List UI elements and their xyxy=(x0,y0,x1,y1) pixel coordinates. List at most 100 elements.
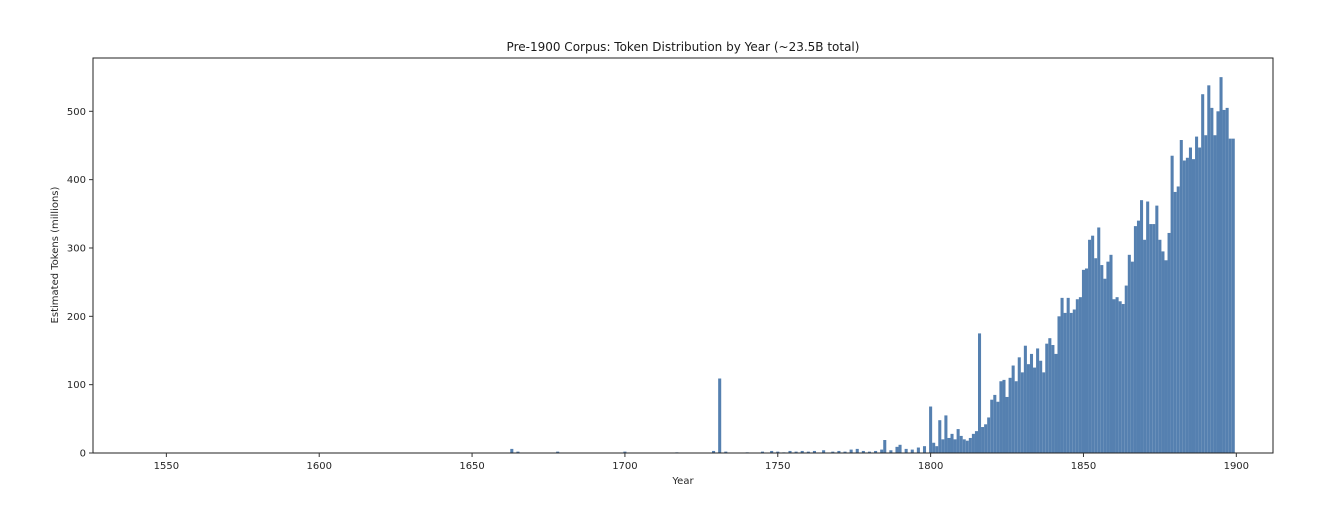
bar xyxy=(947,437,951,453)
bar xyxy=(1109,254,1113,453)
bar xyxy=(1173,191,1177,453)
y-axis-ticks: 0 100 200 300 400 500 xyxy=(67,107,93,460)
bar xyxy=(981,427,985,453)
bar xyxy=(812,450,816,453)
bar xyxy=(1103,278,1107,453)
bar xyxy=(1048,338,1052,453)
bar xyxy=(1204,135,1208,453)
bar xyxy=(1078,297,1082,453)
bar xyxy=(800,450,804,453)
bar xyxy=(904,448,908,453)
plot-frame xyxy=(92,57,1274,454)
bar xyxy=(855,448,859,453)
bar xyxy=(822,450,826,453)
bar xyxy=(776,451,780,453)
bar xyxy=(916,447,920,453)
x-axis-label: Year xyxy=(671,476,694,487)
bar xyxy=(1020,372,1024,453)
bar xyxy=(956,429,960,453)
bar xyxy=(1170,155,1174,453)
bar xyxy=(1152,224,1156,453)
bar xyxy=(1146,201,1150,453)
bar xyxy=(938,420,942,453)
bar xyxy=(895,446,899,453)
bar xyxy=(1216,111,1220,453)
bar xyxy=(978,333,982,453)
bar xyxy=(1051,345,1055,453)
bar xyxy=(1002,379,1006,453)
bar xyxy=(1222,109,1226,453)
bar xyxy=(880,449,884,453)
bar xyxy=(849,449,853,453)
bar xyxy=(1185,157,1189,453)
bar xyxy=(968,437,972,453)
bar xyxy=(1060,297,1064,453)
bar xyxy=(718,378,722,453)
bar xyxy=(1045,343,1049,453)
bar xyxy=(1097,227,1101,453)
y-tick-label: 0 xyxy=(80,449,86,460)
bar xyxy=(874,450,878,453)
bar xyxy=(724,451,728,453)
bar xyxy=(932,442,936,453)
x-tick-label: 1750 xyxy=(765,461,790,472)
x-tick-label: 1900 xyxy=(1224,461,1249,472)
bar xyxy=(1182,160,1186,453)
bar xyxy=(1023,345,1027,453)
bar xyxy=(1081,269,1085,453)
bar xyxy=(962,439,966,453)
bar xyxy=(1201,94,1205,453)
bar xyxy=(760,451,765,453)
bar xyxy=(1207,85,1211,454)
bar xyxy=(867,451,872,453)
bar xyxy=(1130,261,1134,453)
y-tick-label: 300 xyxy=(67,243,86,254)
bar xyxy=(1072,309,1076,453)
bar xyxy=(974,431,978,453)
bar xyxy=(1121,304,1125,453)
bar xyxy=(987,417,991,453)
bar xyxy=(1088,239,1092,453)
bar xyxy=(929,406,933,453)
bar xyxy=(770,450,774,453)
bar xyxy=(1140,200,1144,453)
bar xyxy=(831,451,835,453)
y-tick-label: 200 xyxy=(67,312,86,323)
bar xyxy=(1179,140,1183,453)
bar xyxy=(1195,136,1199,453)
bar xyxy=(1084,268,1089,453)
bar xyxy=(1115,297,1119,453)
bar xyxy=(1029,353,1034,453)
bar xyxy=(1106,261,1110,453)
bar xyxy=(965,440,969,453)
bar xyxy=(1149,224,1153,453)
bar xyxy=(999,381,1003,453)
x-tick-label: 1550 xyxy=(154,461,179,472)
bar xyxy=(1155,205,1159,453)
bar xyxy=(1225,107,1229,453)
bar xyxy=(1069,312,1073,453)
bar-series xyxy=(510,77,1235,454)
bar xyxy=(883,440,887,453)
bar xyxy=(556,451,560,453)
y-tick-label: 500 xyxy=(67,107,86,118)
x-tick-label: 1650 xyxy=(459,461,484,472)
bar xyxy=(1091,235,1095,453)
bar xyxy=(1124,285,1128,453)
bar xyxy=(1188,147,1192,453)
bar xyxy=(1026,364,1030,453)
bar xyxy=(510,448,514,453)
bar xyxy=(1176,186,1180,453)
bar xyxy=(516,451,520,453)
bar xyxy=(1210,107,1214,453)
bar xyxy=(984,424,988,453)
bar xyxy=(1011,365,1015,453)
bar xyxy=(1127,254,1131,453)
bar xyxy=(712,450,716,453)
bar xyxy=(1075,299,1079,453)
x-tick-label: 1700 xyxy=(612,461,637,472)
bar xyxy=(959,435,963,453)
bar xyxy=(971,433,975,453)
bar xyxy=(1042,372,1046,453)
